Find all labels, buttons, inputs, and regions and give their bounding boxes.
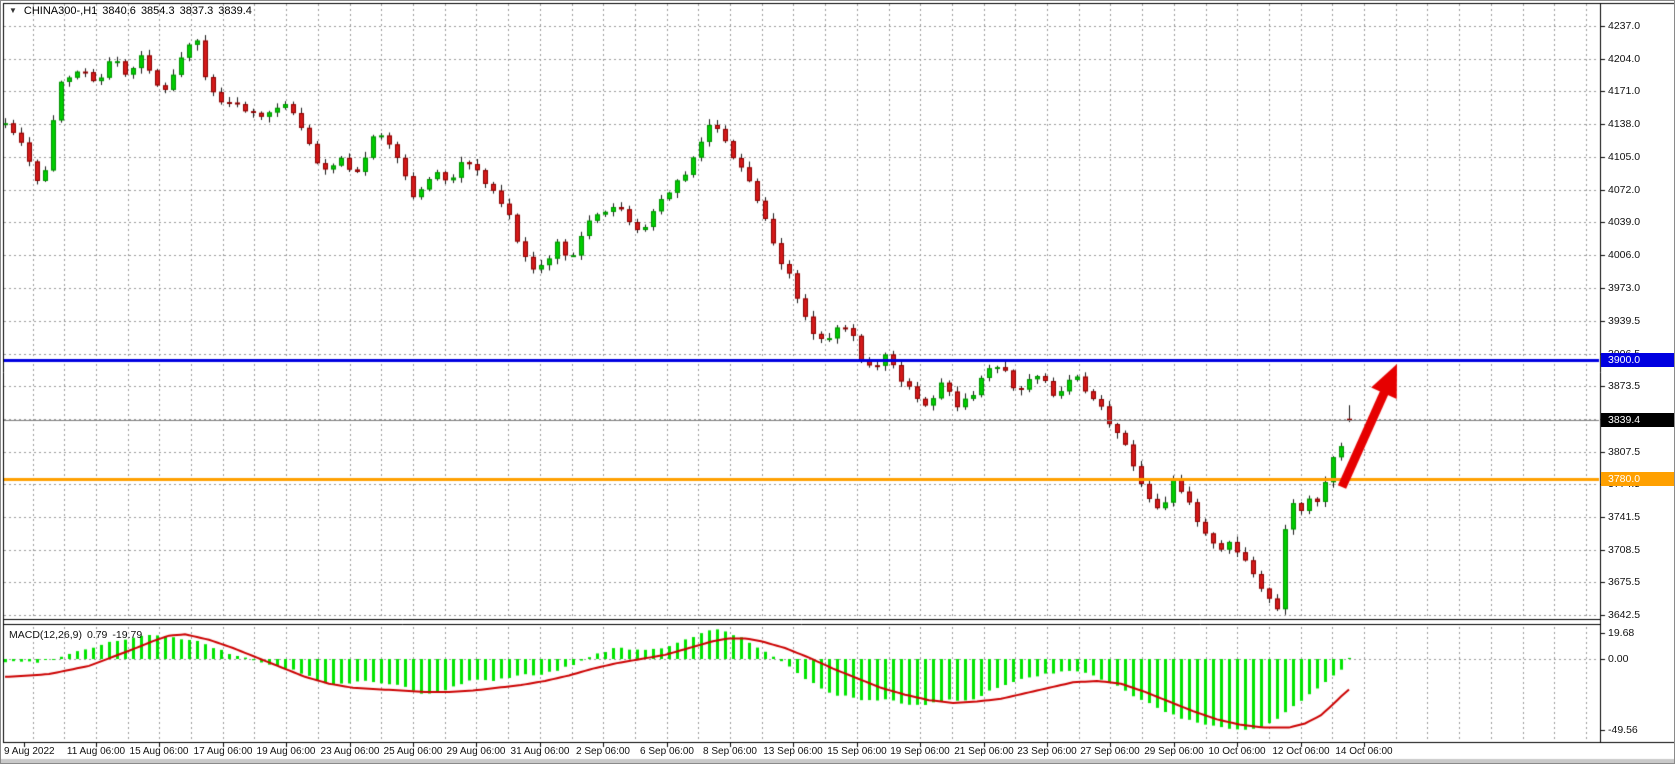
macd-axis-label: -49.56 bbox=[1608, 724, 1638, 736]
macd-axis-label: 0.00 bbox=[1608, 653, 1629, 665]
price-axis-label: 4237.0 bbox=[1608, 20, 1641, 32]
price-axis-label: 4171.0 bbox=[1608, 85, 1641, 98]
macd-indicator-label: MACD(12,26,9) 0.79 -19.79 bbox=[9, 629, 142, 641]
macd-name: MACD(12,26,9) bbox=[9, 629, 82, 641]
time-axis-label: 23 Aug 06:00 bbox=[320, 746, 380, 757]
time-axis-label: 8 Sep 06:00 bbox=[703, 746, 757, 757]
time-axis-label: 23 Sep 06:00 bbox=[1017, 746, 1077, 757]
chart-menu-arrow-icon[interactable]: ▼ bbox=[9, 6, 17, 15]
time-axis-label: 6 Sep 06:00 bbox=[640, 746, 694, 757]
resistance-price-badge: 3900.0 bbox=[1601, 352, 1674, 367]
time-axis-label: 10 Oct 06:00 bbox=[1208, 746, 1266, 757]
support-price-badge: 3780.0 bbox=[1601, 471, 1674, 486]
ohlc-close-value: 3839.4 bbox=[218, 5, 252, 17]
time-axis-label: 13 Sep 06:00 bbox=[763, 746, 823, 757]
ohlc-open-value: 3840.6 bbox=[102, 5, 136, 17]
price-axis-label: 4039.0 bbox=[1608, 216, 1641, 229]
macd-axis-label: 19.68 bbox=[1608, 627, 1635, 639]
time-axis-label: 15 Sep 06:00 bbox=[827, 746, 887, 757]
price-axis-label: 3807.5 bbox=[1608, 445, 1641, 458]
price-axis-label: 3642.5 bbox=[1608, 609, 1641, 622]
price-axis-label: 4138.0 bbox=[1608, 118, 1641, 131]
price-axis-label: 3675.5 bbox=[1608, 576, 1641, 589]
price-axis-label: 3708.5 bbox=[1608, 543, 1641, 556]
time-axis-label: 29 Aug 06:00 bbox=[446, 746, 506, 757]
time-axis-label: 15 Aug 06:00 bbox=[129, 746, 189, 757]
time-axis-label: 2 Sep 06:00 bbox=[576, 746, 630, 757]
price-axis-label: 3973.0 bbox=[1608, 281, 1641, 294]
time-axis-label: 25 Aug 06:00 bbox=[383, 746, 443, 757]
price-axis-label: 4072.0 bbox=[1608, 183, 1641, 196]
chart-header: ▼ CHINA300-,H1 3840.6 3854.3 3837.3 3839… bbox=[9, 5, 252, 17]
time-axis-label: 12 Oct 06:00 bbox=[1272, 746, 1330, 757]
symbol-timeframe-label: CHINA300-,H1 bbox=[23, 5, 98, 17]
time-axis-label: 19 Aug 06:00 bbox=[256, 746, 316, 757]
time-axis-label: 11 Aug 06:00 bbox=[66, 746, 126, 757]
time-axis-label: 14 Oct 06:00 bbox=[1335, 746, 1393, 757]
time-axis-label: 27 Sep 06:00 bbox=[1080, 746, 1140, 757]
ohlc-high-value: 3854.3 bbox=[140, 5, 175, 17]
macd-main-value: 0.79 bbox=[86, 629, 108, 641]
time-axis-label: 9 Aug 2022 bbox=[4, 746, 55, 757]
price-axis-label: 3741.5 bbox=[1608, 511, 1641, 524]
macd-signal-value: -19.79 bbox=[112, 629, 143, 641]
price-axis-label: 4006.0 bbox=[1608, 248, 1641, 261]
time-axis-label: 29 Sep 06:00 bbox=[1144, 746, 1204, 757]
price-axis-label: 4204.0 bbox=[1608, 52, 1641, 65]
time-axis-label: 31 Aug 06:00 bbox=[510, 746, 570, 757]
price-axis-label: 3939.5 bbox=[1608, 314, 1641, 327]
ohlc-low-value: 3837.3 bbox=[179, 5, 214, 17]
time-axis-label: 19 Sep 06:00 bbox=[890, 746, 950, 757]
price-axis-label: 3873.5 bbox=[1608, 380, 1641, 393]
time-axis-label: 21 Sep 06:00 bbox=[954, 746, 1014, 757]
bid-price-badge: 3839.4 bbox=[1601, 413, 1674, 428]
price-axis-label: 4105.0 bbox=[1608, 150, 1641, 163]
time-axis-label: 17 Aug 06:00 bbox=[193, 746, 253, 757]
